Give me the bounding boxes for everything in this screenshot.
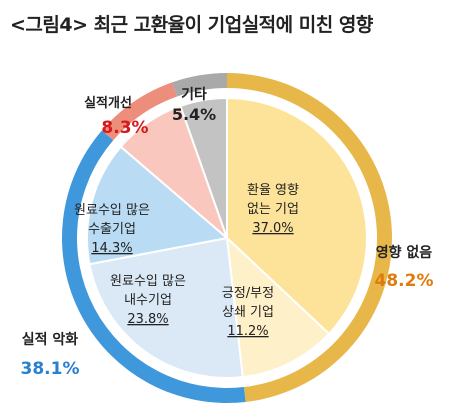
outer-slice-2	[101, 82, 178, 141]
inner-label-2: 원료수입 많은	[110, 274, 186, 289]
outer-value-0: 48.2%	[375, 271, 434, 291]
inner-value-0: 37.0%	[252, 221, 293, 236]
inner-label-0: 없는 기업	[247, 202, 299, 217]
inner-slice-5	[179, 96, 228, 239]
inner-slice-1	[225, 235, 331, 379]
inner-label-3: 원료수입 많은	[74, 203, 150, 218]
outer-value-2: 8.3%	[101, 118, 148, 138]
inner-value-2: 23.8%	[127, 312, 168, 327]
outer-value-1: 38.1%	[21, 359, 80, 379]
chart-title: <그림4> 최근 고환율이 기업실적에 미친 영향	[10, 14, 373, 36]
inner-value-1: 11.2%	[227, 324, 268, 339]
inner-label-3: 수출기업	[88, 222, 136, 237]
outer-ring	[62, 73, 392, 403]
outer-label-3: 기타	[181, 87, 207, 103]
inner-label-2: 내수기업	[124, 293, 172, 308]
outer-slice-3	[172, 73, 227, 97]
inner-value-3: 14.3%	[91, 241, 132, 256]
inner-slice-3	[86, 145, 230, 266]
inner-label-1: 긍정/부정	[222, 286, 274, 301]
inner-label-1: 상쇄 기업	[222, 305, 274, 320]
inner-label-0: 환율 영향	[247, 183, 299, 198]
outer-label-0: 영향 없음	[376, 244, 433, 261]
outer-value-3: 5.4%	[172, 105, 216, 124]
outer-label-2: 실적개선	[84, 95, 132, 111]
inner-slice-0	[226, 96, 369, 336]
inner-slice-2	[88, 236, 244, 379]
outer-label-1: 실적 악화	[22, 331, 79, 348]
outer-slice-1	[62, 130, 246, 403]
inner-pie	[86, 96, 369, 379]
